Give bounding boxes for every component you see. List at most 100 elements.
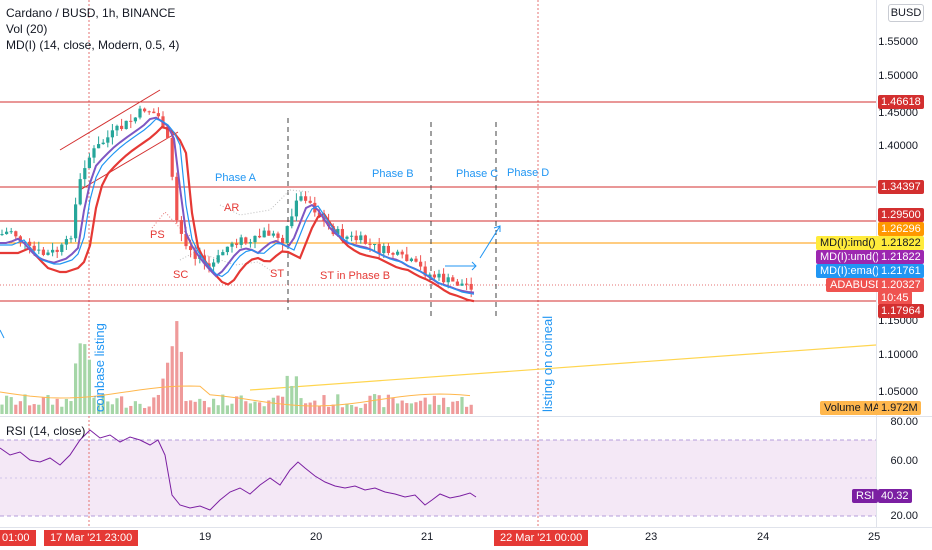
volume-bar: [216, 405, 220, 414]
channel-upper-line[interactable]: [59, 89, 161, 151]
volume-bar: [391, 398, 395, 414]
coineal-listing-label[interactable]: listing on coineal: [540, 315, 555, 412]
ma-lines: [0, 116, 475, 303]
candle-body: [377, 243, 381, 254]
phase-a-label[interactable]: Phase A: [215, 172, 256, 184]
umd-value[interactable]: 1.21822: [878, 250, 924, 264]
axis-label: 1.05000: [878, 386, 918, 398]
candle-body: [414, 258, 418, 262]
rsi-tag-label[interactable]: RSI: [852, 489, 879, 503]
st-phase-b-label[interactable]: ST in Phase B: [320, 270, 391, 282]
volume-bar: [64, 398, 68, 414]
candle-body: [28, 241, 32, 246]
candle-body: [391, 252, 395, 255]
volume-series: [0, 321, 473, 414]
candle-body: [230, 243, 234, 247]
candle-body: [225, 246, 229, 253]
candle-body: [138, 108, 142, 118]
chart-title[interactable]: Cardano / BUSD, 1h, BINANCE: [6, 6, 176, 20]
price-tag-1-46618[interactable]: 1.46618: [878, 95, 924, 109]
volume-ma-value[interactable]: 1.972M: [878, 401, 921, 415]
axis-label: 1.50000: [878, 70, 918, 82]
phase-d-label[interactable]: Phase D: [507, 167, 550, 179]
trend-line[interactable]: [249, 344, 877, 391]
volume-bar: [106, 401, 110, 414]
phase-c-label[interactable]: Phase C: [456, 168, 499, 180]
volume-bar: [189, 400, 193, 414]
volume-bar: [469, 404, 473, 414]
volume-bar: [207, 407, 211, 414]
pair-value[interactable]: 1.20327: [878, 278, 924, 292]
currency-button[interactable]: BUSD: [888, 4, 924, 22]
volume-bar: [179, 351, 183, 414]
ps-label[interactable]: PS: [150, 229, 165, 241]
candle-body: [78, 179, 82, 205]
coinbase-listing-label[interactable]: coinbase listing: [92, 323, 107, 412]
candle-body: [419, 261, 423, 267]
rsi-tag-value[interactable]: 40.32: [878, 489, 912, 503]
candle-body: [216, 255, 220, 263]
ma-purple-line: [0, 116, 475, 294]
volume-bar: [446, 407, 450, 414]
rsi-legend[interactable]: RSI (14, close): [6, 424, 86, 438]
sc-label[interactable]: SC: [173, 269, 189, 281]
volume-bar: [423, 397, 427, 414]
volume-bar: [382, 407, 386, 414]
candle-body: [396, 251, 400, 255]
candle-body: [299, 196, 303, 201]
volume-bar: [230, 403, 234, 414]
imd-label[interactable]: MD(I):imd(): [816, 236, 880, 250]
price-tag-1-26296[interactable]: 1.26296: [878, 222, 924, 236]
volume-bar: [354, 406, 358, 414]
volume-legend[interactable]: Vol (20): [6, 22, 48, 36]
candle-body: [368, 243, 372, 245]
volume-bar: [350, 404, 354, 414]
candle-countdown: 10:45: [878, 291, 912, 305]
mdi-legend[interactable]: MD(I) (14, close, Modern, 0.5, 4): [6, 38, 180, 52]
channel-lower-line[interactable]: [79, 131, 179, 191]
phase-b-label[interactable]: Phase B: [372, 168, 414, 180]
volume-bar: [258, 402, 262, 414]
volume-bar: [78, 343, 82, 414]
price-tag-1-17964[interactable]: 1.17964: [878, 304, 924, 318]
volume-bar: [198, 398, 202, 414]
ar-connector: [219, 189, 311, 216]
ema-value[interactable]: 1.21761: [878, 264, 924, 278]
umd-label[interactable]: MD(I):umd(): [816, 250, 884, 264]
volume-bar: [115, 398, 119, 414]
candle-body: [152, 111, 156, 114]
axis-label: 1.45000: [878, 107, 918, 119]
ar-label[interactable]: AR: [224, 202, 240, 214]
phase-c-arrow-head: [471, 261, 477, 271]
st-label[interactable]: ST: [270, 268, 285, 280]
volume-bar: [120, 396, 124, 414]
candle-body: [101, 142, 105, 145]
candle-body: [460, 283, 464, 286]
volume-bar: [83, 344, 87, 414]
candle-body: [97, 144, 101, 149]
candle-body: [143, 108, 147, 112]
volume-bar: [455, 401, 459, 414]
pair-label[interactable]: ADABUSD: [826, 278, 888, 292]
volume-bar: [202, 400, 206, 414]
volume-bar: [212, 398, 216, 414]
candle-body: [221, 252, 225, 256]
volume-bar: [308, 402, 312, 414]
volume-bar: [5, 395, 9, 414]
ema-label[interactable]: MD(I):ema(): [816, 264, 884, 278]
price-tag-1-34397[interactable]: 1.34397: [878, 180, 924, 194]
candle-body: [276, 233, 280, 238]
candle-body: [166, 126, 170, 138]
price-tag-1-29500[interactable]: 1.29500: [878, 208, 924, 222]
imd-value[interactable]: 1.21822: [878, 236, 924, 250]
volume-ma-label[interactable]: Volume MA: [820, 401, 885, 415]
volume-bar: [460, 396, 464, 414]
volume-bar: [248, 403, 252, 414]
volume-bar: [400, 400, 404, 414]
candle-body: [405, 254, 409, 262]
time-label-24: 24: [757, 531, 770, 543]
rsi-line: [0, 429, 477, 511]
candle-body: [262, 230, 266, 238]
candle-body: [0, 234, 4, 236]
